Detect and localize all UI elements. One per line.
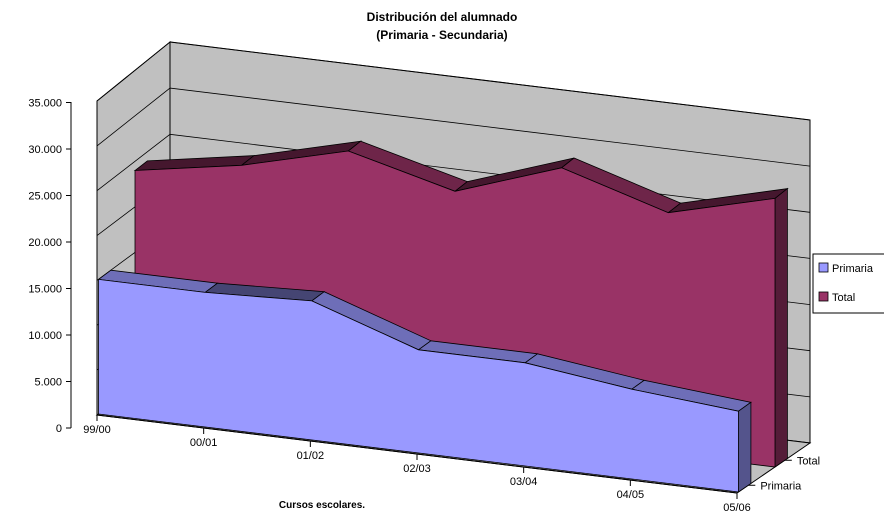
category-tick-label: 00/01 [190, 437, 218, 449]
series-front-face [98, 278, 739, 493]
category-tick-label: 99/00 [83, 424, 111, 436]
category-tick-label: 01/02 [297, 450, 325, 462]
series-primaria [97, 269, 752, 493]
plot-area: 0 5.000 10.000 15.000 20.000 25.000 30.000 35.0… [28, 40, 820, 514]
value-tick-label: 10.000 [28, 330, 62, 342]
depth-axis: Primaria Total [748, 455, 820, 492]
value-tick-label: 30.000 [28, 144, 62, 156]
gridline [96, 41, 811, 121]
value-tick-label: 35.000 [28, 98, 62, 110]
legend: Primaria Total [812, 253, 884, 314]
series-end-cap [738, 401, 752, 493]
value-tick-label: 5.000 [34, 377, 62, 389]
legend-label: Primaria [832, 263, 874, 275]
value-tick-label: 25.000 [28, 191, 62, 203]
chart-subtitle: (Primaria - Secundaria) [376, 28, 507, 42]
value-tick-label: 15.000 [28, 284, 62, 296]
legend-swatch [818, 262, 829, 273]
depth-tick-label: Primaria [760, 480, 802, 492]
category-tick-label: 02/03 [403, 463, 431, 475]
x-axis-title: Cursos escolares. [279, 500, 365, 511]
chart-title: Distribución del alumnado [367, 10, 518, 24]
category-tick-label: 04/05 [617, 489, 645, 501]
category-axis: 99/00 00/01 01/02 02/03 03/04 04/05 05/06 [83, 414, 751, 514]
category-tick-label: 05/06 [723, 502, 751, 514]
gridline [96, 87, 811, 167]
series-end-cap [774, 187, 788, 468]
value-tick-label: 20.000 [28, 237, 62, 249]
legend-label: Total [832, 292, 855, 304]
category-tick-label: 03/04 [510, 476, 538, 488]
category-axis-line [96, 414, 738, 494]
depth-tick-label: Total [797, 455, 820, 467]
value-axis: 0 5.000 10.000 15.000 20.000 25.000 30.000 35.0… [28, 98, 72, 435]
legend-swatch [818, 291, 829, 302]
value-tick-label: 0 [56, 423, 62, 435]
